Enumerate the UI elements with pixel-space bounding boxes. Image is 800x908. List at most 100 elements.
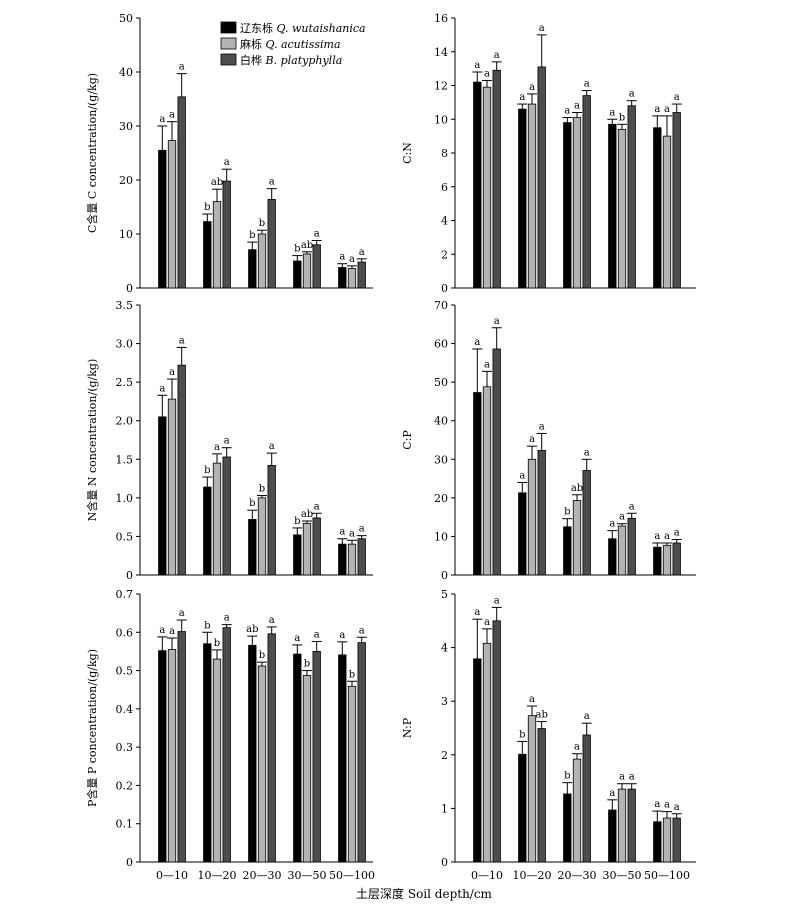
y-tick-label: 70 [434,299,448,312]
x-tick-label: 10—20 [198,869,237,882]
significance-label: a [629,501,635,512]
significance-label: a [574,742,580,753]
significance-label: a [269,177,275,188]
y-tick-label: 0.5 [116,665,134,678]
significance-label: a [484,68,490,79]
significance-label: b [214,638,220,649]
bar [608,538,617,576]
bar [312,651,321,863]
bar [338,654,347,863]
significance-label: a [539,421,545,432]
y-tick-label: 0.1 [116,818,134,831]
bar [203,486,212,576]
significance-label: b [304,659,310,670]
bar [617,525,627,576]
significance-label: a [169,626,175,637]
significance-label: a [474,607,480,618]
bar [482,86,492,289]
x-tick-label: 30—50 [603,869,642,882]
y-tick-label: 50 [434,376,448,389]
significance-label: ab [246,624,258,635]
bar [302,522,312,576]
significance-label: a [494,50,500,61]
bar [572,500,582,576]
significance-label: a [674,528,680,539]
significance-label: a [494,316,500,327]
y-tick-label: 6 [441,181,448,194]
significance-label: a [314,629,320,640]
bar [672,817,681,863]
bar [608,809,617,863]
y-tick-label: 0.5 [116,530,134,543]
significance-label: a [539,23,545,34]
y-tick-label: 10 [434,113,448,126]
bar [212,462,222,576]
y-tick-label: 16 [434,12,448,25]
y-axis-title: C:P [401,430,414,450]
bar [572,758,582,863]
significance-label: a [584,79,590,90]
significance-label: a [584,447,590,458]
bar [617,128,627,289]
y-tick-label: 50 [119,12,133,25]
significance-label: b [249,498,255,509]
legend-swatch-2 [220,53,237,66]
bar [563,526,572,576]
bar [267,465,276,576]
bar [222,180,231,289]
significance-label: a [484,359,490,370]
y-tick-label: 0 [126,569,133,582]
significance-label: b [259,218,265,229]
bar [662,135,672,289]
significance-label: a [314,501,320,512]
x-tick-label: 30—50 [288,869,327,882]
y-tick-label: 40 [434,415,448,428]
bar [203,643,212,863]
bar [203,221,212,289]
significance-label: a [159,383,165,394]
significance-label: a [224,436,230,447]
legend: 辽东栎 Q. wutaishanica 麻栎 Q. acutissima 白桦 … [220,21,366,67]
y-tick-label: 0 [126,856,133,869]
significance-label: ab [536,710,548,721]
significance-label: b [204,202,210,213]
bar [537,450,546,576]
significance-label: a [519,470,525,481]
y-tick-label: 40 [119,66,133,79]
significance-label: b [249,230,255,241]
significance-label: a [349,254,355,265]
bar [257,233,267,289]
significance-label: b [564,507,570,518]
significance-label: a [169,367,175,378]
significance-label: b [204,620,210,631]
x-tick-label: 50—100 [644,869,690,882]
bar [473,658,482,863]
significance-label: a [664,800,670,811]
bar [662,817,672,863]
significance-label: ab [211,177,223,188]
bar [482,642,492,863]
significance-label: a [574,101,580,112]
significance-label: a [294,633,300,644]
bar [582,95,591,289]
y-tick-label: 30 [119,120,133,133]
bar [537,728,546,863]
significance-label: a [674,92,680,103]
bar [167,140,177,289]
y-tick-label: 0 [441,569,448,582]
y-axis-title: P含量 P concentration/(g/kg) [85,649,99,807]
bar [672,112,681,289]
significance-label: a [484,617,490,628]
bar [267,633,276,863]
y-tick-label: 4 [441,215,448,228]
bar [518,108,527,289]
bar [608,123,617,289]
y-axis-title: C含量 C concentration/(g/kg) [85,73,99,233]
bar [312,244,321,289]
y-tick-label: 20 [434,492,448,505]
bar [617,788,627,863]
significance-label: a [269,441,275,452]
significance-label: b [294,244,300,255]
